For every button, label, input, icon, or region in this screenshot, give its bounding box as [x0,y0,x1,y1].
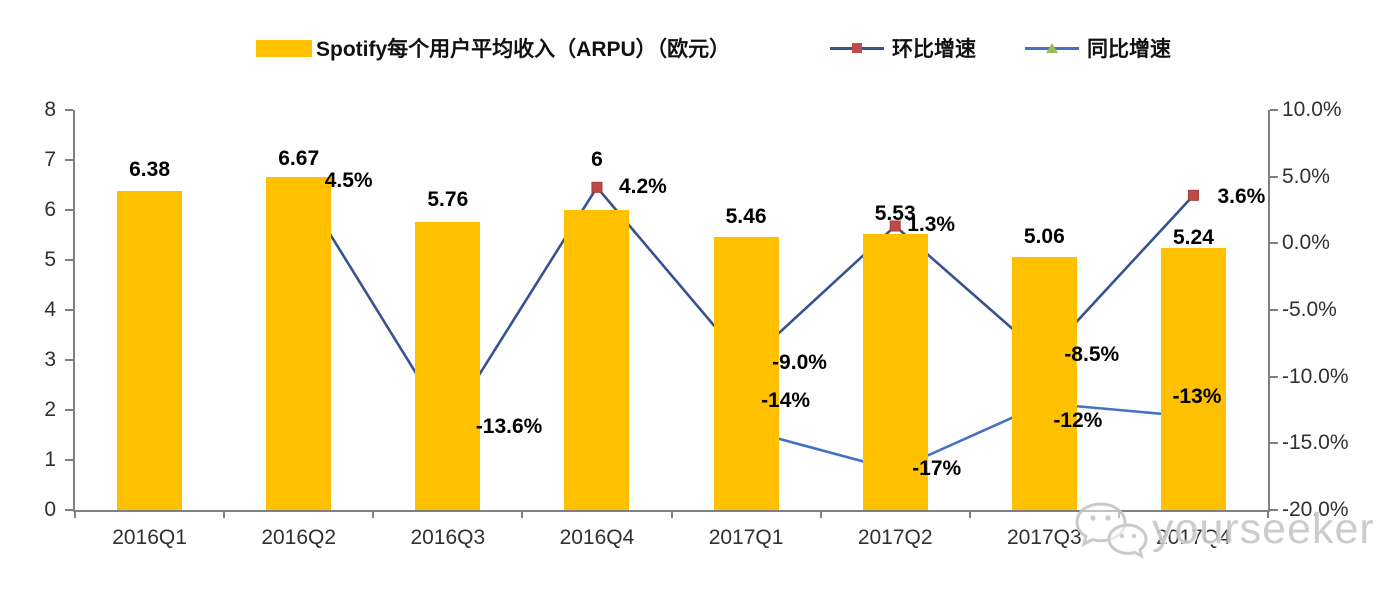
x-axis-tick [1267,510,1269,518]
left-axis-tick [65,359,73,361]
bar-arpu [415,222,481,510]
right-axis-tick-label: -15.0% [1282,431,1349,455]
bar-value-label: 6 [591,148,603,171]
right-axis-tick [1270,442,1278,445]
x-axis-tick [521,510,524,518]
left-axis-tick-label: 4 [44,298,56,321]
left-axis-tick [65,459,73,461]
x-axis-label: 2017Q4 [1156,526,1231,549]
qoq-data-label: 4.2% [618,175,667,199]
left-axis-tick [65,509,73,511]
yoy-line-swatch-icon [1025,43,1079,53]
qoq-data-label: -9.0% [772,351,827,375]
qoq-marker-icon [889,220,901,232]
yoy-line [745,402,1194,472]
qoq-data-label: 3.6% [1217,185,1266,209]
bar-arpu [266,176,332,510]
x-axis-label: 2017Q2 [857,526,933,549]
left-axis-tick-label: 8 [44,98,56,121]
legend-label-arpu: Spotify每个用户平均收入（ARPU）（欧元） [316,38,731,61]
qoq-marker-icon [591,181,603,193]
legend-item-yoy: 同比增速 [1025,36,1171,61]
left-axis-tick [65,159,73,161]
yoy-triangle-marker-icon [1046,43,1058,53]
yoy-data-label: -14% [761,389,811,412]
right-axis-tick-label: 5.0% [1282,164,1330,188]
bar-value-label: 5.06 [1023,225,1065,248]
watermark-text: yourseeker [1152,504,1375,553]
right-axis-tick-label: 10.0% [1282,98,1342,121]
x-axis-label: 2016Q3 [410,526,486,549]
left-axis-line [73,110,75,510]
bar-value-label: 5.46 [725,205,767,228]
right-axis-tick [1270,242,1278,245]
x-axis-label: 2016Q2 [261,526,337,549]
right-axis-tick-label: -10.0% [1282,364,1349,388]
x-axis-tick [74,510,76,518]
qoq-data-label: 4.5% [324,169,373,193]
x-axis-tick [819,510,822,518]
right-axis-tick-label: -5.0% [1282,298,1337,321]
x-axis-tick [670,510,673,518]
bar-arpu [564,210,630,510]
x-axis-label: 2016Q4 [559,526,635,549]
yoy-data-label: -12% [1053,409,1103,433]
qoq-line-swatch-icon [830,43,884,53]
qoq-data-label: -13.6% [475,414,543,438]
bar-value-label: 5.76 [427,188,469,211]
left-axis-tick [65,309,73,311]
left-axis-tick-label: 6 [44,198,56,221]
x-axis-label: 2017Q3 [1006,526,1082,549]
bar-arpu [117,191,183,510]
right-axis-tick-label: -20.0% [1282,498,1349,521]
left-axis-tick-label: 3 [44,348,56,371]
right-axis-tick [1270,309,1278,311]
bar-value-label: 6.38 [129,158,170,181]
bar-arpu [862,233,928,510]
bar-arpu [1011,257,1077,510]
left-axis-tick-label: 0 [44,498,56,521]
qoq-square-marker-icon [852,43,862,53]
legend-label-yoy: 同比增速 [1087,38,1171,61]
left-axis-tick [65,209,73,211]
qoq-data-label: -8.5% [1064,342,1120,366]
wechat-icon [1075,502,1148,559]
bar-series-swatch-icon [256,39,312,57]
left-axis-tick-label: 7 [44,148,56,171]
legend-item-arpu: Spotify每个用户平均收入（ARPU）（欧元） [256,36,731,61]
bar-arpu [713,237,779,510]
watermark: yourseeker [1072,498,1375,560]
right-axis-tick [1270,509,1278,511]
bar-value-label: 5.53 [874,201,916,225]
x-axis-tick [223,510,226,518]
bar-value-label: 6.67 [278,146,320,170]
x-axis-tick [968,510,971,518]
left-axis-tick-label: 1 [44,448,56,471]
bar-arpu [1160,248,1226,510]
left-axis-tick [65,259,73,261]
left-axis-tick-label: 2 [44,398,56,421]
right-axis-tick [1270,175,1278,178]
legend-label-qoq: 环比增速 [892,38,976,61]
x-axis-label: 2016Q1 [112,526,187,549]
x-axis-label: 2017Q1 [708,526,784,549]
left-axis-tick-label: 5 [44,248,56,271]
legend-item-qoq: 环比增速 [830,36,976,61]
qoq-data-label: 1.3% [907,213,956,236]
qoq-marker-icon [1187,189,1199,201]
left-axis-tick [65,409,73,411]
right-axis-tick [1270,375,1278,378]
bar-value-label: 5.24 [1173,226,1214,249]
right-axis-tick-label: 0.0% [1282,231,1330,255]
yoy-data-label: -13% [1172,384,1222,408]
right-axis-line [1268,110,1270,510]
plot-area: 6.38 6.67 5.76 6 5.46 5.53 5.06 5.24 4.5% -13.6% 4… [75,110,1268,510]
yoy-data-label: -17% [912,457,962,480]
left-axis-tick [65,109,73,111]
right-axis-tick [1270,109,1278,111]
x-axis-tick [372,510,375,518]
